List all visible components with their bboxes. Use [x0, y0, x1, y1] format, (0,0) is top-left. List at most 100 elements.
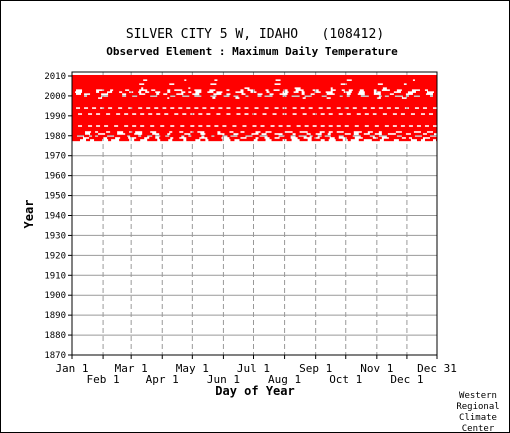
- data-segment: [248, 112, 253, 116]
- data-segment: [82, 90, 97, 94]
- data-segment: [72, 74, 437, 78]
- data-segment: [122, 106, 129, 110]
- data-segment: [256, 124, 261, 128]
- data-segment: [157, 94, 171, 98]
- data-segment: [144, 112, 149, 116]
- data-segment: [414, 78, 437, 82]
- data-segment: [230, 92, 242, 96]
- data-segment: [136, 124, 141, 128]
- data-segment: [72, 108, 437, 112]
- data-segment: [424, 112, 429, 116]
- data-segment: [136, 112, 141, 116]
- data-segment: [372, 130, 379, 134]
- data-segment: [292, 130, 300, 134]
- data-segment: [374, 134, 379, 138]
- data-segment: [311, 138, 321, 142]
- data-segment: [386, 86, 437, 90]
- data-segment: [386, 134, 397, 138]
- data-segment: [215, 88, 227, 92]
- data-segment: [404, 112, 411, 116]
- data-segment: [342, 112, 347, 116]
- data-segment: [238, 94, 246, 98]
- data-segment: [92, 112, 97, 116]
- data-segment: [84, 134, 90, 138]
- data-row-2010: [72, 74, 437, 78]
- data-segment: [382, 82, 404, 86]
- data-segment: [280, 78, 347, 82]
- data-segment: [348, 124, 355, 128]
- data-segment: [72, 88, 77, 92]
- data-segment: [142, 106, 147, 110]
- data-row-1987: [72, 120, 437, 124]
- data-segment: [236, 124, 243, 128]
- data-segment: [178, 112, 183, 116]
- data-segment: [108, 94, 123, 98]
- data-segment: [160, 134, 166, 138]
- data-segment: [433, 90, 437, 94]
- data-segment: [105, 132, 118, 136]
- data-segment: [377, 136, 382, 140]
- data-segment: [393, 92, 406, 96]
- data-row-1988: [72, 118, 437, 122]
- data-segment: [112, 90, 120, 94]
- data-segment: [160, 138, 169, 142]
- data-segment: [368, 112, 373, 116]
- y-tick-label: 1870: [44, 351, 66, 361]
- data-segment: [142, 130, 151, 134]
- data-segment: [186, 138, 196, 142]
- y-tick-label: 1940: [44, 211, 66, 221]
- data-segment: [167, 92, 177, 96]
- data-segment: [159, 92, 164, 96]
- data-segment: [108, 124, 115, 128]
- data-segment: [128, 112, 133, 116]
- data-segment: [358, 132, 364, 136]
- data-segment: [284, 134, 291, 138]
- data-segment: [72, 90, 76, 94]
- data-segment: [164, 124, 171, 128]
- data-segment: [249, 86, 295, 90]
- data-segment: [412, 92, 426, 96]
- data-segment: [279, 88, 284, 92]
- data-segment: [400, 90, 408, 94]
- data-segment: [114, 134, 128, 138]
- credit-line-2: Regional: [456, 402, 499, 412]
- data-segment: [230, 112, 237, 116]
- data-segment: [334, 136, 339, 140]
- data-row-1982: [72, 130, 437, 134]
- data-segment: [80, 106, 85, 110]
- data-segment: [72, 128, 437, 132]
- data-segment: [229, 94, 234, 98]
- data-segment: [432, 130, 437, 134]
- data-segment: [172, 138, 184, 142]
- data-segment: [159, 132, 168, 136]
- data-segment: [266, 112, 273, 116]
- data-segment: [316, 112, 321, 116]
- data-segment: [346, 136, 355, 140]
- data-segment: [340, 124, 345, 128]
- data-segment: [72, 136, 84, 140]
- data-segment: [243, 90, 251, 94]
- data-segment: [351, 90, 359, 94]
- data-segment: [324, 138, 329, 142]
- data-segment: [129, 88, 140, 92]
- data-segment: [233, 130, 241, 134]
- data-segment: [300, 124, 305, 128]
- wrcc-credit: Western Regional Climate Center: [456, 391, 499, 433]
- data-segment: [72, 120, 437, 124]
- data-segment: [184, 124, 191, 128]
- data-segment: [356, 106, 363, 110]
- data-segment: [175, 94, 183, 98]
- data-segment: [332, 130, 337, 134]
- data-segment: [245, 92, 258, 96]
- data-segment: [296, 112, 303, 116]
- data-segment: [72, 104, 437, 108]
- data-segment: [174, 82, 211, 86]
- data-segment: [86, 138, 91, 142]
- data-segment: [312, 134, 318, 138]
- data-segment: [330, 132, 345, 136]
- data-row-1995: [72, 104, 437, 108]
- data-segment: [120, 136, 129, 140]
- data-segment: [326, 94, 340, 98]
- data-segment: [349, 94, 361, 98]
- data-segment: [144, 82, 170, 86]
